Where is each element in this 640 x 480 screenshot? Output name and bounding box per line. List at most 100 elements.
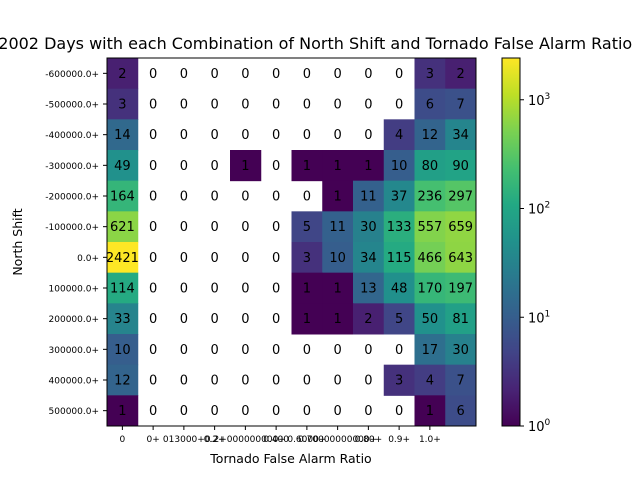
cell-value-label: 0 bbox=[149, 374, 157, 389]
cell-value-label: 0 bbox=[149, 220, 157, 235]
colorbar bbox=[501, 57, 521, 427]
colorbar-tick-label: 102 bbox=[528, 201, 550, 218]
cell-value-label: 0 bbox=[180, 98, 188, 113]
cell-value-label: 0 bbox=[180, 374, 188, 389]
cell-value-label: 0 bbox=[149, 67, 157, 82]
heatmap-cell bbox=[383, 303, 415, 335]
cell-value-label: 0 bbox=[333, 67, 341, 82]
cell-value-label: 5 bbox=[395, 312, 403, 327]
cell-value-label: 0 bbox=[149, 190, 157, 205]
cell-value-label: 4 bbox=[395, 128, 403, 143]
cell-value-label: 0 bbox=[241, 98, 249, 113]
cell-value-label: 0 bbox=[272, 374, 280, 389]
cell-value-label: 2421 bbox=[106, 251, 139, 266]
cell-value-label: 0 bbox=[303, 404, 311, 419]
x-tick-label: 0.2+000000000+ bbox=[205, 435, 286, 445]
cell-value-label: 1 bbox=[303, 159, 311, 174]
heatmap-cell bbox=[353, 180, 385, 212]
cell-value-label: 50 bbox=[422, 312, 439, 327]
cell-value-label: 34 bbox=[452, 128, 469, 143]
heatmap-cell bbox=[445, 211, 477, 243]
heatmap-cell bbox=[291, 242, 323, 274]
heatmap-cell bbox=[383, 211, 415, 243]
cell-value-label: 0 bbox=[364, 404, 372, 419]
cell-value-label: 81 bbox=[452, 312, 469, 327]
cell-value-label: 13 bbox=[360, 282, 377, 297]
heatmap-cell bbox=[414, 58, 446, 90]
cell-value-label: 0 bbox=[364, 98, 372, 113]
cell-value-label: 0 bbox=[272, 67, 280, 82]
cell-value-label: 2 bbox=[456, 67, 464, 82]
heatmap-cell bbox=[322, 180, 354, 212]
heatmap-cell bbox=[414, 334, 446, 366]
cell-value-label: 0 bbox=[303, 374, 311, 389]
cell-value-label: 0 bbox=[272, 404, 280, 419]
cell-value-label: 0 bbox=[395, 98, 403, 113]
cell-value-label: 0 bbox=[364, 343, 372, 358]
cell-value-label: 0 bbox=[241, 190, 249, 205]
cell-value-label: 1 bbox=[333, 282, 341, 297]
cell-value-label: 0 bbox=[180, 220, 188, 235]
cell-value-label: 0 bbox=[241, 220, 249, 235]
y-tick-label: 500000.0+ bbox=[49, 407, 99, 417]
cell-value-label: 48 bbox=[391, 282, 408, 297]
cell-value-label: 0 bbox=[303, 190, 311, 205]
cell-value-label: 0 bbox=[241, 312, 249, 327]
heatmap-cell bbox=[107, 364, 139, 396]
heatmap-cell bbox=[383, 364, 415, 396]
cell-value-label: 11 bbox=[329, 220, 346, 235]
x-tick-label: 0 bbox=[120, 435, 126, 445]
heatmap-cell bbox=[445, 334, 477, 366]
cell-value-label: 90 bbox=[452, 159, 469, 174]
cell-value-label: 0 bbox=[272, 220, 280, 235]
heatmap-cell bbox=[383, 242, 415, 274]
cell-value-label: 0 bbox=[333, 404, 341, 419]
heatmap-cell bbox=[414, 119, 446, 151]
y-axis-ticks: -600000.0+ -500000.0+ -400000.0+ -300000.0+… bbox=[45, 70, 107, 417]
cell-value-label: 3 bbox=[395, 374, 403, 389]
cell-value-label: 0 bbox=[241, 282, 249, 297]
x-tick-label: 013000+ bbox=[163, 435, 205, 445]
heatmap-cell bbox=[291, 272, 323, 304]
cell-value-label: 10 bbox=[391, 159, 408, 174]
cell-value-label: 5 bbox=[303, 220, 311, 235]
x-axis-label: Tornado False Alarm Ratio bbox=[209, 451, 371, 466]
cell-value-label: 34 bbox=[360, 251, 377, 266]
heatmap-cell bbox=[107, 119, 139, 151]
cell-value-label: 1 bbox=[364, 159, 372, 174]
cell-value-label: 0 bbox=[180, 190, 188, 205]
cell-value-label: 0 bbox=[180, 251, 188, 266]
y-tick-label: -200000.0+ bbox=[45, 193, 99, 203]
cell-value-label: 0 bbox=[241, 128, 249, 143]
heatmap-cell bbox=[353, 211, 385, 243]
heatmap-cell bbox=[383, 180, 415, 212]
heatmap-cell bbox=[445, 88, 477, 120]
cell-value-label: 0 bbox=[272, 343, 280, 358]
cell-value-label: 197 bbox=[448, 282, 473, 297]
cell-value-label: 0 bbox=[364, 67, 372, 82]
heatmap-cell bbox=[107, 58, 139, 90]
cell-value-label: 0 bbox=[149, 343, 157, 358]
cell-value-label: 0 bbox=[210, 251, 218, 266]
cell-value-label: 14 bbox=[114, 128, 131, 143]
cell-value-label: 11 bbox=[360, 190, 377, 205]
cell-value-label: 0 bbox=[180, 67, 188, 82]
cell-value-label: 0 bbox=[180, 312, 188, 327]
cell-value-label: 114 bbox=[110, 282, 135, 297]
cell-value-label: 0 bbox=[272, 98, 280, 113]
cell-value-label: 133 bbox=[387, 220, 412, 235]
cell-value-label: 1 bbox=[303, 312, 311, 327]
cell-value-labels: 2 0 0 0 0 0 0 0 0 0 3 23 0 0 0 0 0 0 0 0 0 6 714 0 0 0 0 0 0 0 0 4 12 344… bbox=[106, 67, 473, 419]
cell-value-label: 0 bbox=[364, 128, 372, 143]
heatmap-cell bbox=[107, 303, 139, 335]
heatmap-cell bbox=[107, 334, 139, 366]
heatmap-cell bbox=[107, 272, 139, 304]
cell-value-label: 1 bbox=[333, 190, 341, 205]
heatmap-cell bbox=[107, 150, 139, 182]
x-tick-label: 0.9+ bbox=[388, 435, 410, 445]
cell-value-label: 0 bbox=[149, 98, 157, 113]
heatmap-cells bbox=[107, 58, 477, 427]
cell-value-label: 1 bbox=[118, 404, 126, 419]
heatmap-cell bbox=[445, 303, 477, 335]
cell-value-label: 466 bbox=[417, 251, 442, 266]
